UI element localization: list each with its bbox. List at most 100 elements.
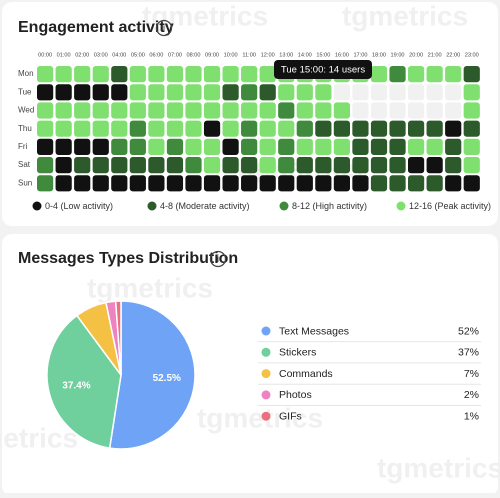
empty-cell [370,84,388,101]
legend-value: 1% [464,410,479,422]
heat-cell [370,120,388,137]
heat-cell [222,157,239,174]
heat-cell [111,84,128,101]
heat-cell [222,102,239,119]
heat-cell [148,102,165,119]
legend-swatch [147,201,157,211]
heat-cell [148,138,165,155]
heat-cell [241,66,258,83]
heat-cell [370,157,388,174]
heat-cell [445,175,462,192]
heat-cell [278,138,295,155]
heat-cell [463,175,480,192]
x-tick-label: 01:00 [57,52,71,58]
x-tick-label: 12:00 [261,52,275,58]
heat-cell [445,120,462,137]
heat-cell [55,66,72,83]
heat-cell [370,138,388,155]
y-tick-label: Fri [18,142,28,151]
heat-cell [166,138,184,155]
legend-swatch [261,369,271,379]
empty-cell [445,102,462,119]
heat-cell [92,66,109,83]
heat-cell [166,84,184,101]
heat-cell [74,138,91,155]
empty-cell [445,84,462,101]
heat-cell [315,138,332,155]
heat-cell [129,84,146,101]
x-tick-label: 10:00 [224,52,238,58]
heat-cell [185,175,202,192]
heat-cell [203,84,221,101]
heat-cell [463,66,480,83]
card-title: Engagement activity [18,19,174,36]
heat-cell [129,157,146,174]
heat-cell [352,157,369,174]
heat-cell [55,175,72,192]
heat-cell [92,157,109,174]
heat-cell [352,138,369,155]
heat-cell [185,138,202,155]
heat-cell [203,138,221,155]
heat-cell [111,120,128,137]
legend-value: 37% [458,347,479,359]
heat-cell [92,84,109,101]
info-icon[interactable]: i [155,19,173,37]
heat-cell [241,157,258,174]
heat-cell [259,102,276,119]
heat-cell [222,138,239,155]
heat-cell [296,120,313,137]
tooltip: Tue 15:00: 14 users [274,60,372,79]
empty-cell [408,102,425,119]
heat-cell [445,66,462,83]
slice-label: 37.4% [62,381,90,392]
heat-cell [222,120,239,137]
legend-value: 7% [464,368,479,380]
heat-cell [148,157,165,174]
heat-cell [389,66,406,83]
x-tick-label: 09:00 [205,52,219,58]
heat-cell [315,120,332,137]
heat-cell [74,102,91,119]
heat-cell [278,157,295,174]
heat-cell [92,138,109,155]
heat-cell [315,175,332,192]
heat-cell [445,157,462,174]
heat-cell [37,84,54,101]
pie-slice [114,300,122,376]
heat-cell [463,102,480,119]
heat-cell [185,102,202,119]
empty-cell [389,102,406,119]
svg-text:i: i [217,254,219,265]
x-tick-label: 16:00 [335,52,349,58]
heat-cell [55,84,72,101]
empty-cell [426,84,443,101]
heat-cell [259,138,276,155]
x-tick-label: 22:00 [446,52,460,58]
heat-cell [426,175,443,192]
heat-cell [296,84,313,101]
heat-cell [445,138,462,155]
heat-cell [315,102,332,119]
heat-cell [296,102,313,119]
heat-cell [185,157,202,174]
heat-cell [426,120,443,137]
legend-swatch [261,326,271,336]
heat-cell [408,120,425,137]
heat-cell [129,138,146,155]
heat-cell [315,84,332,101]
heat-cell [148,120,165,137]
heat-cell [278,84,295,101]
info-icon[interactable]: i [209,250,227,268]
pie-chart: 52.5% 37.4% Text Messages 52% Stickers 37% Com… [46,300,481,450]
heat-cell [408,66,425,83]
x-tick-label: 00:00 [38,52,52,58]
x-tick-label: 18:00 [372,52,386,58]
heat-cell [55,138,72,155]
heat-cell [259,66,276,83]
heat-cell [370,175,388,192]
legend-swatch [32,201,42,211]
heat-cell [203,102,221,119]
x-tick-label: 15:00 [316,52,330,58]
